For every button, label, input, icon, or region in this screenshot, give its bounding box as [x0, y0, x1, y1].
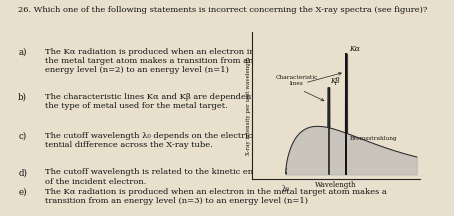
Text: λ₀: λ₀ — [281, 185, 290, 193]
Y-axis label: X-ray intensity per unit wavelength: X-ray intensity per unit wavelength — [246, 57, 251, 155]
X-axis label: Wavelength: Wavelength — [315, 181, 357, 189]
Text: Kβ: Kβ — [331, 77, 340, 85]
Text: d): d) — [18, 168, 27, 178]
Text: The cutoff wavelength is related to the kinetic energy
of the incident electron.: The cutoff wavelength is related to the … — [45, 168, 272, 186]
Text: 26. Which one of the following statements is incorrect concerning the X-ray spec: 26. Which one of the following statement… — [18, 6, 428, 14]
Text: The characteristic lines Kα and Kβ are dependent on
the type of metal used for t: The characteristic lines Kα and Kβ are d… — [45, 93, 268, 110]
Text: The Kα radiation is produced when an electron in
the metal target atom makes a t: The Kα radiation is produced when an ele… — [45, 48, 255, 74]
Text: c): c) — [18, 132, 26, 141]
Text: a): a) — [18, 48, 27, 57]
Text: Bremsstrahlung: Bremsstrahlung — [350, 136, 398, 141]
Text: The Kα radiation is produced when an electron in the metal target atom makes a
t: The Kα radiation is produced when an ele… — [45, 188, 387, 205]
Text: Characteristic
lines: Characteristic lines — [276, 75, 318, 86]
Text: b): b) — [18, 93, 27, 102]
Text: e): e) — [18, 188, 27, 197]
Text: The cutoff wavelength λ₀ depends on the electric po-
tential difference across t: The cutoff wavelength λ₀ depends on the … — [45, 132, 269, 149]
Text: Kα: Kα — [350, 45, 360, 53]
